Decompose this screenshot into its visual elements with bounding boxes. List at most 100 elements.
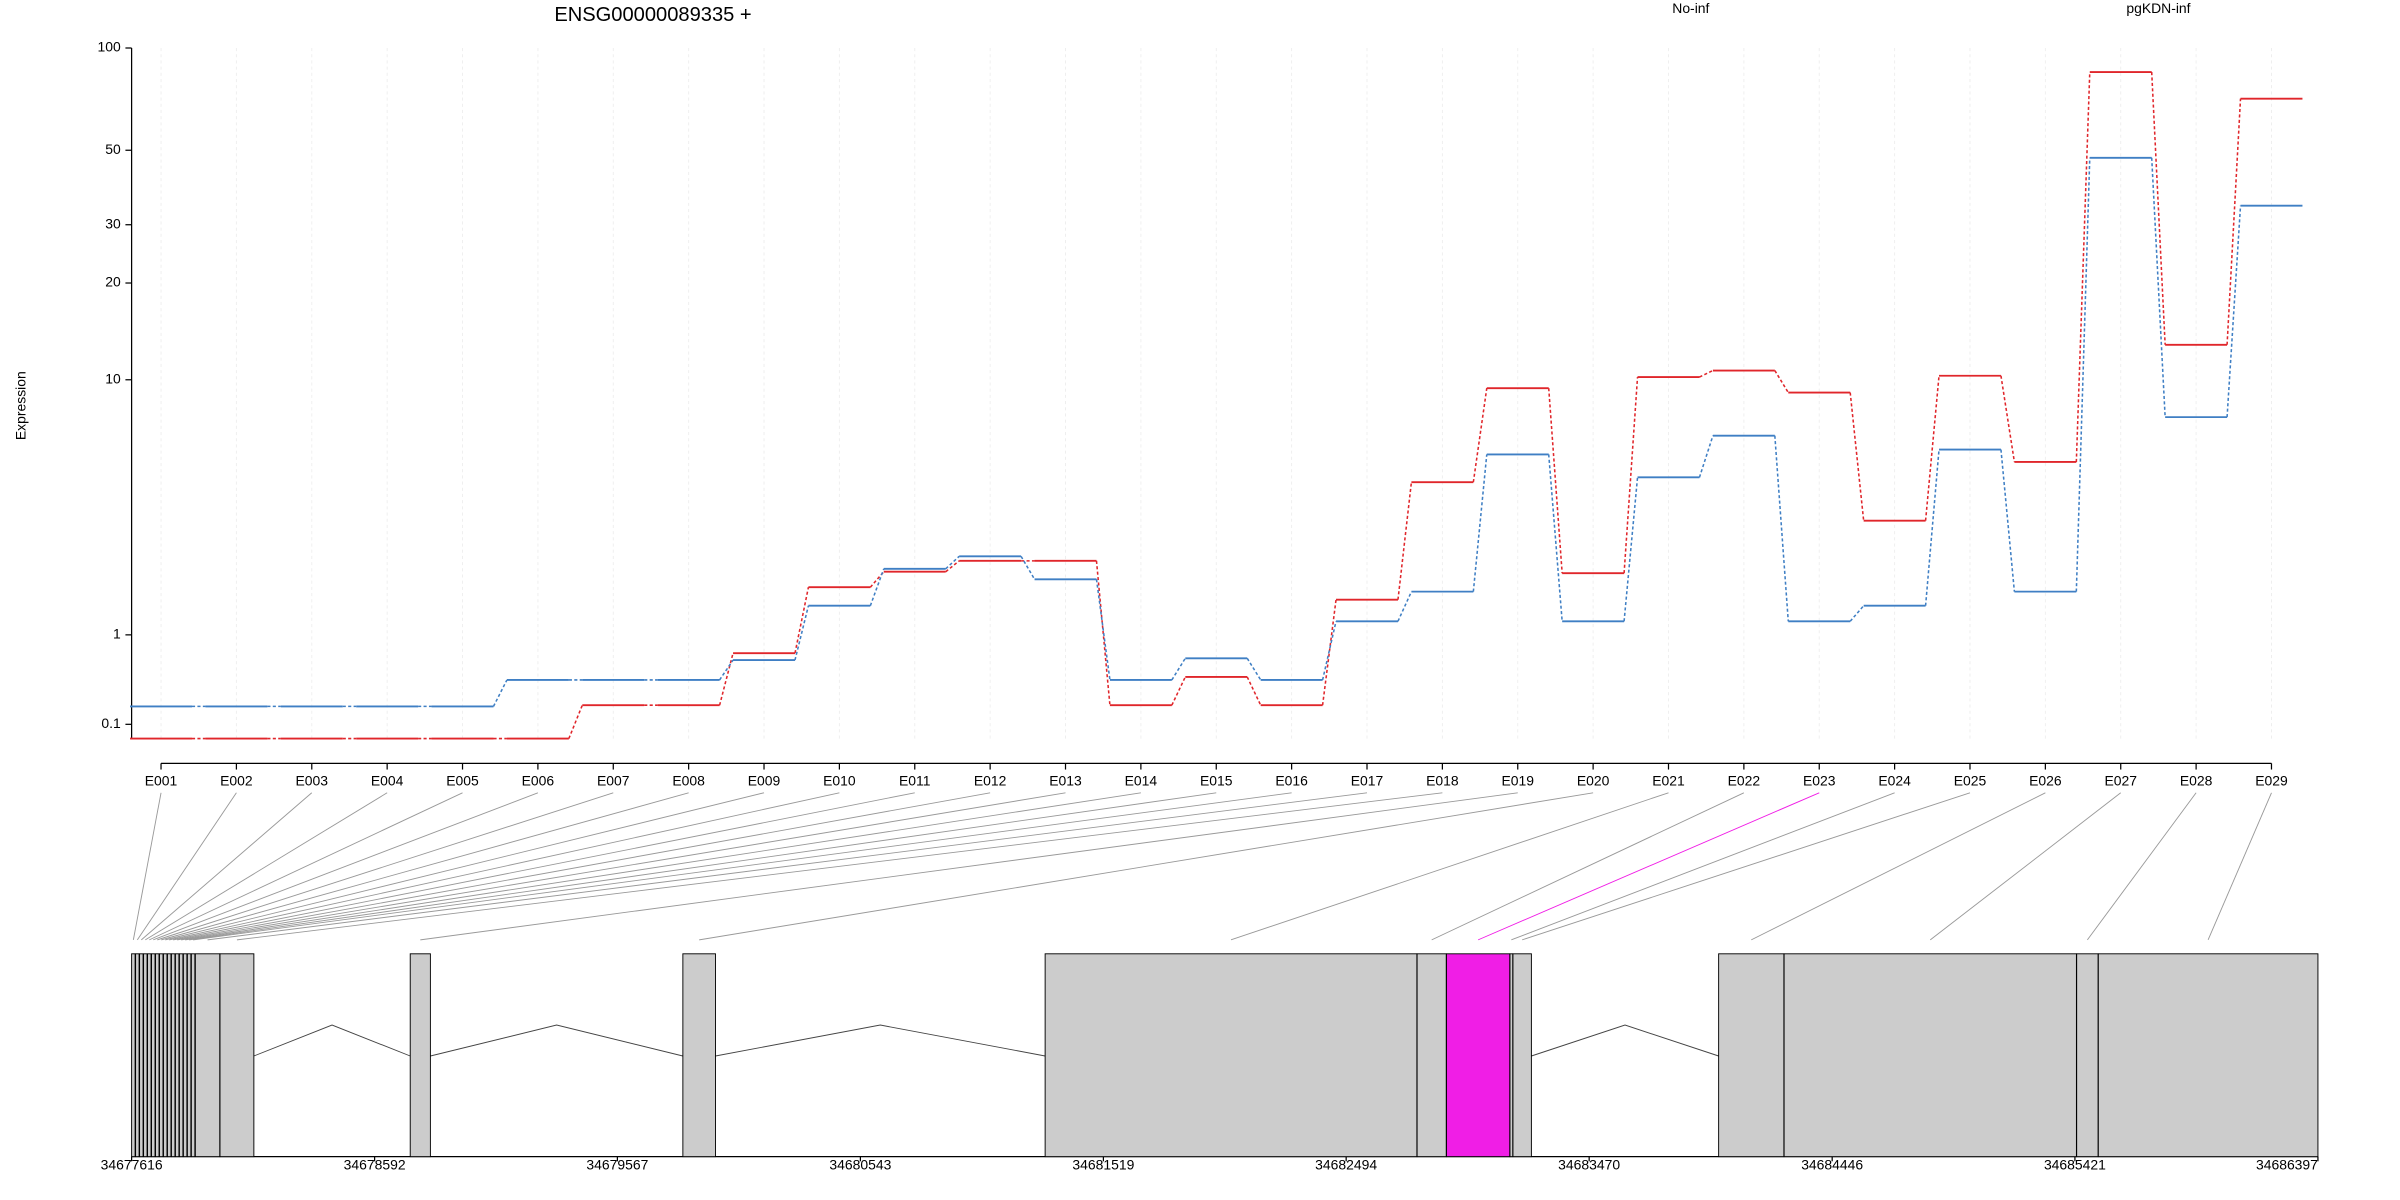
x-tick-label: E018 <box>1426 773 1459 789</box>
exon <box>170 953 176 1158</box>
intron <box>715 1024 1046 1057</box>
exon-connector <box>207 792 1368 941</box>
y-tick-label: 0.1 <box>101 715 121 731</box>
g-tick-label: 34678592 <box>344 1157 406 1173</box>
exon-connector <box>1511 792 1895 941</box>
step-connector <box>1321 599 1337 706</box>
y-axis-label: Expression <box>12 371 28 440</box>
exon <box>409 953 431 1158</box>
exon <box>155 953 160 1158</box>
y-tick-label: 50 <box>105 141 121 157</box>
exon <box>1718 953 1785 1158</box>
step-connector <box>1774 435 1790 622</box>
exon <box>174 953 180 1158</box>
exon <box>131 953 136 1158</box>
step-connector <box>794 605 810 661</box>
step-connector <box>1774 370 1789 393</box>
g-tick-label: 34684446 <box>1801 1157 1863 1173</box>
step-connector <box>1472 388 1488 483</box>
x-tick-label: E008 <box>672 773 705 789</box>
x-tick-label: E005 <box>446 773 479 789</box>
exon-connector <box>136 792 237 941</box>
exon <box>1512 953 1532 1158</box>
exon <box>151 953 156 1158</box>
step-connector <box>1397 482 1413 600</box>
step-connector <box>1698 435 1714 478</box>
step-connector <box>1246 657 1262 681</box>
step-connector <box>1095 579 1111 681</box>
exon-connector <box>132 792 162 940</box>
x-tick-label: E023 <box>1803 773 1836 789</box>
intron <box>430 1024 683 1057</box>
g-tick-label: 34679567 <box>586 1157 648 1173</box>
x-tick-label: E014 <box>1125 773 1158 789</box>
y-tick-label: 100 <box>98 39 121 55</box>
g-tick-label: 34681519 <box>1072 1157 1134 1173</box>
step-connector <box>2000 449 2016 592</box>
exon-connector <box>1522 792 1971 941</box>
x-tick-label: E022 <box>1728 773 1761 789</box>
y-tick-label: 1 <box>113 626 121 642</box>
step-connector <box>1623 377 1639 574</box>
exon-connector <box>149 792 463 941</box>
x-tick-label: E024 <box>1878 773 1911 789</box>
y-tick-label: 20 <box>105 274 121 290</box>
exon-connector <box>161 792 689 941</box>
x-tick-label: E029 <box>2255 773 2288 789</box>
exon <box>1416 953 1447 1158</box>
x-tick-label: E021 <box>1652 773 1685 789</box>
exon <box>219 953 255 1158</box>
g-tick-label: 34682494 <box>1315 1157 1377 1173</box>
exon <box>1509 953 1514 1158</box>
step-connector <box>2075 72 2091 463</box>
exon-connector <box>141 792 313 941</box>
step-connector <box>1849 392 1865 521</box>
step-connector <box>2000 375 2016 463</box>
exon-connector <box>193 792 1292 941</box>
exon <box>182 953 188 1158</box>
step-connector <box>1849 605 1865 622</box>
step-connector <box>1321 621 1337 681</box>
exon <box>190 953 196 1158</box>
exon <box>135 953 140 1158</box>
step-connector <box>2075 157 2091 592</box>
x-tick-label: E009 <box>748 773 781 789</box>
legend-entry: No-inf <box>1672 0 1709 16</box>
g-tick-label: 34686397 <box>2256 1157 2318 1173</box>
step-connector <box>1171 676 1186 706</box>
x-tick-label: E020 <box>1577 773 1610 789</box>
exon-connector <box>1477 792 1820 941</box>
step-connector <box>869 568 885 606</box>
exon <box>2097 953 2319 1158</box>
g-tick-label: 34677616 <box>101 1157 163 1173</box>
exon <box>186 953 192 1158</box>
g-tick-label: 34685421 <box>2044 1157 2106 1173</box>
x-tick-label: E013 <box>1049 773 1082 789</box>
exon <box>143 953 148 1158</box>
exon-connector <box>1230 792 1669 941</box>
chart-title: ENSG00000089335 + <box>554 4 751 26</box>
exon <box>194 953 221 1158</box>
step-connector <box>1246 676 1262 706</box>
exon <box>159 953 164 1158</box>
exon-connector <box>1929 792 2122 941</box>
step-connector <box>794 587 810 654</box>
exon-connector <box>1431 792 1745 941</box>
step-connector <box>568 704 584 739</box>
exon <box>178 953 184 1158</box>
x-tick-label: E016 <box>1275 773 1308 789</box>
exon-connector <box>145 792 388 941</box>
x-tick-label: E026 <box>2029 773 2062 789</box>
step-connector <box>1397 591 1413 622</box>
exon-connector <box>185 792 1141 941</box>
x-tick-label: E004 <box>371 773 404 789</box>
step-connector <box>1547 454 1563 622</box>
exon-connector <box>177 792 991 941</box>
x-tick-label: E007 <box>597 773 630 789</box>
g-tick-label: 34680543 <box>829 1157 891 1173</box>
x-tick-label: E025 <box>1954 773 1987 789</box>
exon <box>167 953 172 1158</box>
step-connector <box>492 679 508 707</box>
exon-connector <box>236 792 1443 941</box>
step-connector <box>945 560 960 573</box>
